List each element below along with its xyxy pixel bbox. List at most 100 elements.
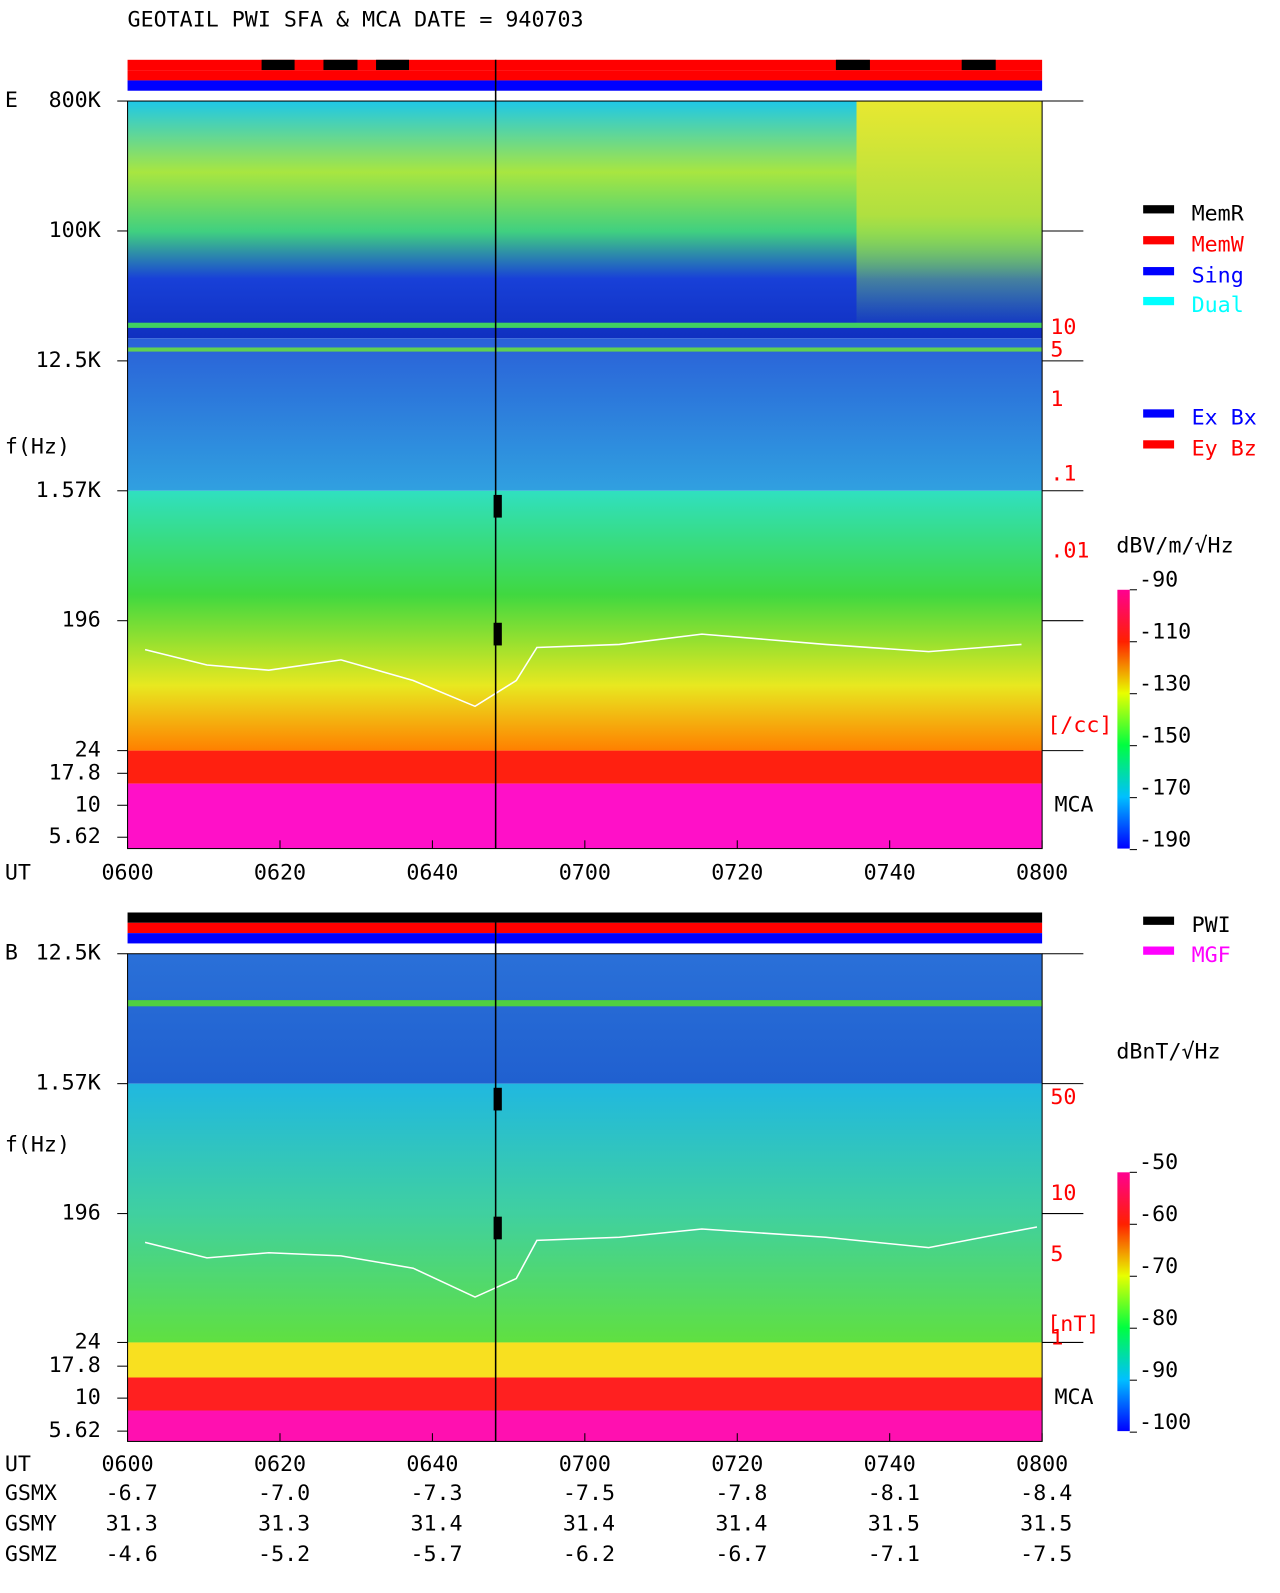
x-tick-label: 0720 [711,860,763,885]
density-label: .01 [1050,539,1089,564]
colorbar-tick-label: -130 [1139,671,1191,696]
orbit-value: 31.4 [563,1511,615,1536]
orbit-value: 31.3 [258,1511,310,1536]
orbit-value: -7.0 [258,1481,310,1506]
x-tick-label: 0700 [559,1452,611,1477]
time-label: UT [5,1452,31,1477]
density-label: 5 [1050,338,1063,363]
x-tick-label: 0720 [711,1452,763,1477]
y-tick-label: 5.62 [49,1418,101,1443]
y-tick-label: 1.57K [36,478,101,503]
y-tick-label: 17.8 [49,760,101,785]
density-label: 5 [1050,1242,1063,1267]
orbit-value: 31.3 [106,1511,158,1536]
orbit-value: -6.7 [715,1542,767,1567]
legend-swatch [1143,440,1175,449]
colorbar-tick-label: -50 [1139,1150,1178,1175]
orbit-value: -6.7 [106,1481,158,1506]
x-tick-label: 0740 [864,1452,916,1477]
y-tick-label: 17.8 [49,1353,101,1378]
time-label: UT [5,860,31,885]
colorbar-tick-label: -190 [1139,827,1191,852]
colorbar-b [1117,1172,1130,1432]
panel-label: B [5,941,18,966]
spectrogram-b [127,912,1043,1442]
x-tick-label: 0700 [559,860,611,885]
y-tick-label: 5.62 [49,824,101,849]
colorbar-tick-label: -70 [1139,1254,1178,1279]
x-tick-label: 0640 [406,860,458,885]
x-tick-label: 0620 [254,1452,306,1477]
legend-label: Ey Bz [1192,437,1257,462]
orbit-value: 31.4 [410,1511,462,1536]
legend-swatch [1143,236,1175,245]
colorbar-tick-label: -90 [1139,1358,1178,1383]
colorbar-unit: dBnT/√Hz [1116,1040,1220,1065]
panel-label: E [5,88,18,113]
spectrogram-e [127,59,1043,849]
orbit-value: -7.5 [1020,1542,1072,1567]
density-label: 10 [1050,315,1076,340]
figure-title: GEOTAIL PWI SFA & MCA DATE = 940703 [128,8,584,33]
legend-swatch [1143,409,1175,418]
orbit-value: -7.5 [563,1481,615,1506]
x-tick-label: 0800 [1016,1452,1068,1477]
mca-label: MCA [1054,792,1093,817]
orbit-value: -7.8 [715,1481,767,1506]
density-unit: [/cc] [1047,713,1112,738]
orbit-value: -6.2 [563,1542,615,1567]
colorbar-tick-label: -110 [1139,619,1191,644]
x-tick-label: 0600 [101,1452,153,1477]
orbit-value: 31.5 [1020,1511,1072,1536]
legend-label: Sing [1192,263,1244,288]
legend-swatch [1143,916,1175,925]
orbit-value: -8.1 [868,1481,920,1506]
orbit-label: GSMY [5,1511,57,1536]
y-tick-label: 24 [75,1329,101,1354]
orbit-value: -5.2 [258,1542,310,1567]
density-label: .1 [1050,461,1076,486]
y-tick-label: 196 [62,608,101,633]
y-tick-label: 12.5K [36,941,101,966]
y-tick-label: 12.5K [36,348,101,373]
colorbar-unit: dBV/m/√Hz [1116,533,1233,558]
orbit-value: 31.4 [715,1511,767,1536]
colorbar-e [1117,589,1130,849]
orbit-value: -7.3 [410,1481,462,1506]
orbit-label: GSMZ [5,1542,57,1567]
legend-label: Ex Bx [1192,406,1257,431]
density-unit: [nT] [1047,1312,1099,1337]
x-tick-label: 0640 [406,1452,458,1477]
x-tick-label: 0620 [254,860,306,885]
y-tick-label: 800K [49,88,101,113]
colorbar-tick-label: -90 [1139,567,1178,592]
orbit-value: -7.1 [868,1542,920,1567]
y-axis-label: f(Hz) [5,434,70,459]
colorbar-tick-label: -100 [1139,1410,1191,1435]
orbit-value: 31.5 [868,1511,920,1536]
legend-swatch [1143,946,1175,955]
orbit-value: -8.4 [1020,1481,1072,1506]
legend-swatch [1143,205,1175,214]
x-tick-label: 0600 [101,860,153,885]
legend-label: MemR [1192,201,1245,226]
orbit-value: -5.7 [410,1542,462,1567]
x-tick-label: 0800 [1016,860,1068,885]
density-label: 1 [1050,387,1063,412]
y-tick-label: 24 [75,738,101,763]
y-tick-label: 10 [75,792,101,817]
y-tick-label: 100K [49,218,101,243]
density-label: 10 [1050,1181,1076,1206]
colorbar-tick-label: -170 [1139,775,1191,800]
colorbar-tick-label: -150 [1139,723,1191,748]
legend-label: MGF [1192,943,1231,968]
orbit-value: -4.6 [106,1542,158,1567]
legend-label: Dual [1192,293,1244,318]
density-label: 50 [1050,1085,1076,1110]
legend-label: MemW [1192,232,1245,257]
y-tick-label: 196 [62,1201,101,1226]
colorbar-tick-label: -60 [1139,1202,1178,1227]
legend-label: PWI [1192,913,1231,938]
